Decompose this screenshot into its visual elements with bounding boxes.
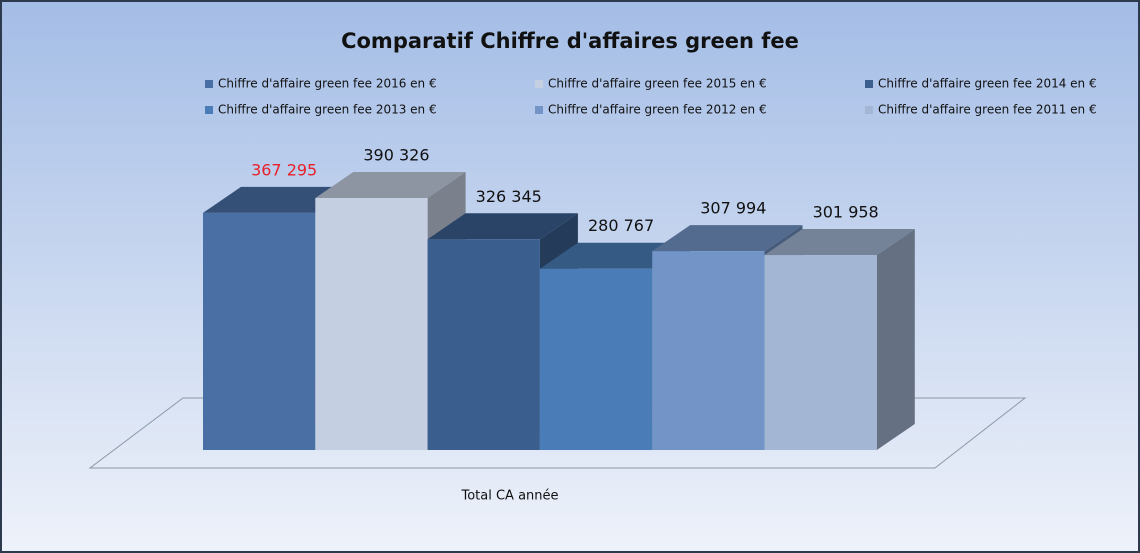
bar-top	[427, 213, 578, 240]
bar	[315, 198, 428, 450]
bar	[652, 251, 765, 450]
bar-top	[315, 172, 466, 198]
data-label: 390 326	[363, 146, 429, 165]
data-label: 367 295	[251, 160, 317, 179]
chart-title: Comparatif Chiffre d'affaires green fee	[341, 29, 799, 53]
legend-swatch	[865, 80, 873, 88]
legend-label: Chiffre d'affaire green fee 2015 en €	[548, 77, 767, 91]
bar-top	[652, 225, 803, 252]
legend-label: Chiffre d'affaire green fee 2012 en €	[548, 103, 767, 117]
data-label: 307 994	[700, 199, 766, 218]
legend-swatch	[205, 80, 213, 88]
bar	[539, 268, 653, 450]
legend-swatch	[205, 106, 213, 114]
legend-swatch	[535, 106, 543, 114]
bar	[427, 239, 540, 450]
data-label: 301 958	[813, 203, 879, 222]
legend-label: Chiffre d'affaire green fee 2014 en €	[878, 77, 1097, 91]
legend-label: Chiffre d'affaire green fee 2016 en €	[218, 77, 437, 91]
legend-swatch	[535, 80, 543, 88]
legend-swatch	[865, 106, 873, 114]
legend-label: Chiffre d'affaire green fee 2011 en €	[878, 103, 1097, 117]
bar	[203, 212, 316, 450]
data-label: 280 767	[588, 216, 654, 235]
bar	[764, 255, 877, 450]
bar-side	[876, 229, 915, 450]
floor	[88, 397, 1027, 469]
x-tick-label: Total CA année	[460, 489, 558, 504]
data-label: 326 345	[476, 187, 542, 206]
bar-top	[764, 229, 915, 256]
legend-label: Chiffre d'affaire green fee 2013 en €	[218, 103, 437, 117]
